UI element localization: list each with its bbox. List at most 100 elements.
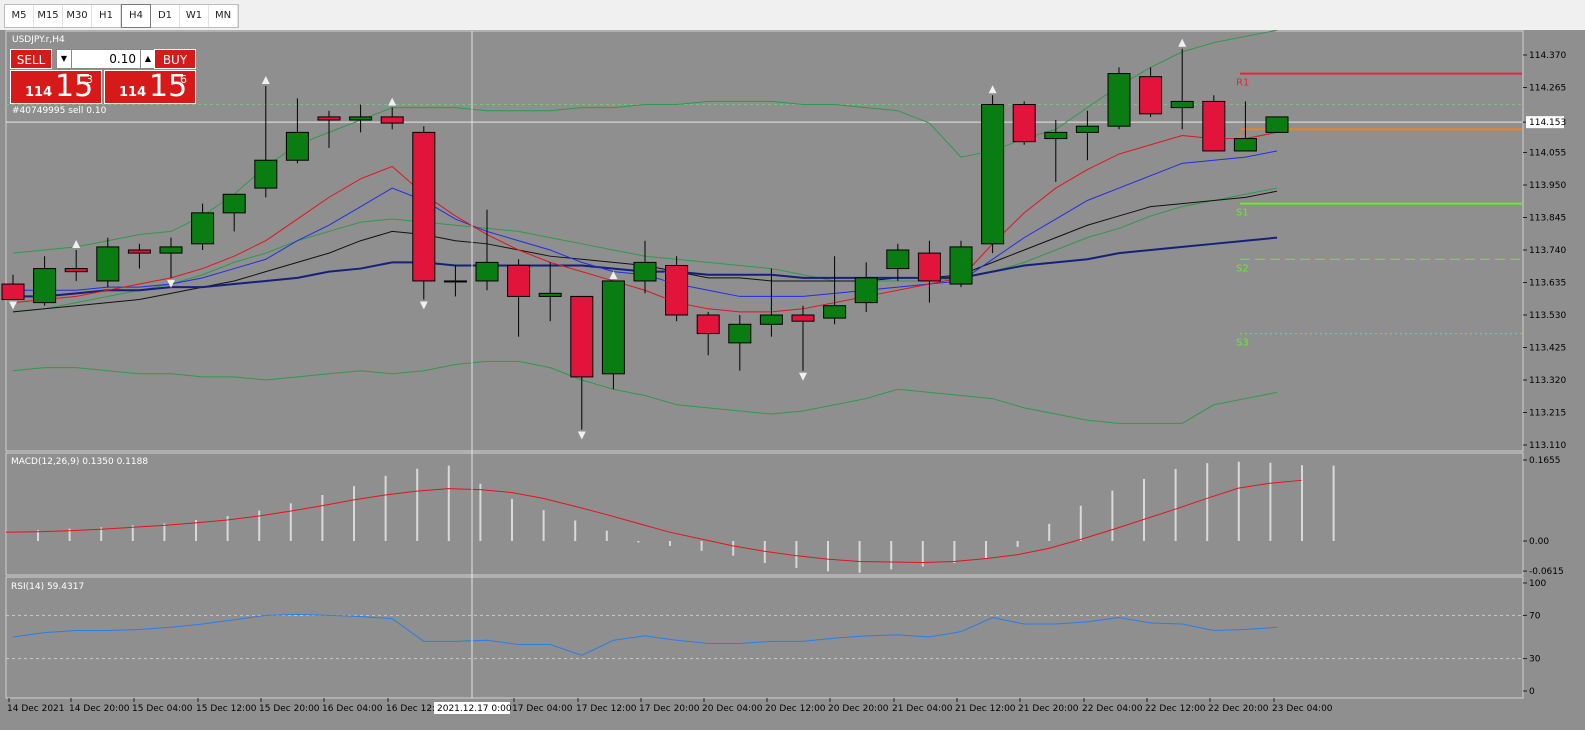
chart-canvas[interactable]: R1PPS1S2S3 USDJPY.r,H4 #40749995 sell 0.… <box>0 30 1585 730</box>
macd-pane-frame <box>5 452 1524 576</box>
price-axis-label: 113.845 <box>1529 214 1566 224</box>
time-axis-label: 20 Dec 12:00 <box>765 704 826 714</box>
sell-button[interactable]: SELL <box>10 49 52 69</box>
fractal-up-arrow <box>261 75 270 84</box>
candle-body <box>1107 73 1131 127</box>
candle-body <box>949 246 973 285</box>
candle-body <box>1202 100 1226 152</box>
price-axis-label: 114.055 <box>1529 149 1566 159</box>
price-axis-label: 113.425 <box>1529 344 1566 354</box>
fractal-down-arrow <box>167 279 175 288</box>
candle-body <box>886 249 910 270</box>
tf-button-d1[interactable]: D1 <box>151 5 180 27</box>
time-axis-label: 15 Dec 04:00 <box>132 704 193 714</box>
candle-body <box>191 212 215 245</box>
candle-body <box>64 268 88 273</box>
candle-body <box>570 295 594 378</box>
fractal-up-arrow <box>609 270 618 279</box>
time-axis-label: 17 Dec 20:00 <box>639 704 700 714</box>
crosshair-time-tag <box>434 702 510 714</box>
time-axis-label: 20 Dec 20:00 <box>828 704 889 714</box>
price-axis-label: 114.265 <box>1529 84 1566 94</box>
candle-body <box>159 246 183 254</box>
candle-body <box>96 246 120 282</box>
time-axis-label: 16 Dec 04:00 <box>322 704 383 714</box>
tf-button-h4[interactable]: H4 <box>121 4 151 28</box>
candle-body <box>981 104 1005 245</box>
tf-button-m30[interactable]: M30 <box>63 5 92 27</box>
rsi-axis-label: 0 <box>1529 687 1535 697</box>
candle-body <box>349 116 373 121</box>
fractal-up-arrow <box>988 85 997 94</box>
price-axis-label: 113.110 <box>1529 441 1566 451</box>
candle-body <box>601 280 625 375</box>
fractal-up-arrow <box>1178 38 1187 47</box>
fractal-up-arrow <box>72 240 81 248</box>
price-axis-label: 113.320 <box>1529 376 1566 386</box>
candle-body <box>1 283 25 301</box>
candle-body <box>127 249 151 254</box>
candle-body <box>917 252 941 282</box>
rsi-line <box>12 613 1278 656</box>
candle-body <box>1233 138 1257 152</box>
price-pane-frame <box>5 30 1524 452</box>
candle-body <box>412 131 436 282</box>
price-axis-label: 114.153 <box>1529 118 1566 128</box>
one-click-trading-panel: SELL ▼ 0.10 ▲ BUY 114 15 3 114 15 6 <box>10 49 196 105</box>
pivot-label-s2: S2 <box>1236 263 1249 274</box>
fractal-down-arrow <box>419 301 428 310</box>
candle-body <box>222 193 246 214</box>
bid-price-box[interactable]: 114 15 3 <box>10 69 102 104</box>
pivot-label-s3: S3 <box>1236 338 1249 349</box>
time-axis-label: 21 Dec 20:00 <box>1018 704 1079 714</box>
candle-body <box>507 264 531 297</box>
candle-body <box>1170 100 1194 109</box>
candle-body <box>475 261 499 282</box>
candle-body <box>791 314 815 322</box>
price-axis-label: 113.215 <box>1529 409 1566 419</box>
ask-price-box[interactable]: 114 15 6 <box>104 69 196 104</box>
rsi-pane-frame <box>5 576 1524 699</box>
tf-button-h1[interactable]: H1 <box>92 5 121 27</box>
time-axis: 14 Dec 2021 14 Dec 20:00 15 Dec 04:00 15 De… <box>7 698 1333 714</box>
macd-signal-line <box>5 479 1302 564</box>
macd-pane <box>5 461 1335 573</box>
bid-last-digit: 3 <box>86 73 93 86</box>
ask-prefix: 114 <box>119 85 147 100</box>
time-axis-label: 21 Dec 12:00 <box>955 704 1016 714</box>
time-axis-label: 17 Dec 12:00 <box>576 704 637 714</box>
candle-body <box>759 314 783 325</box>
candle-body <box>696 314 720 335</box>
fractal-up-arrow <box>388 97 397 106</box>
bid-big-digits: 15 <box>55 69 94 104</box>
tf-button-mn[interactable]: MN <box>209 5 238 27</box>
rsi-pane <box>6 613 1522 660</box>
price-axis-label: 113.530 <box>1529 311 1566 321</box>
tf-button-m15[interactable]: M15 <box>34 5 63 27</box>
candle-body <box>1044 131 1068 140</box>
candle-body <box>823 305 847 319</box>
tf-button-w1[interactable]: W1 <box>180 5 209 27</box>
pivot-label-r1: R1 <box>1236 78 1249 89</box>
candle-body <box>538 292 562 297</box>
candle-body <box>1139 76 1163 115</box>
timeframe-buttons: M5 M15 M30 H1 H4 D1 W1 MN <box>4 4 239 28</box>
lot-increase-button[interactable]: ▲ <box>140 49 156 69</box>
lot-size-input[interactable]: 0.10 <box>72 49 140 69</box>
candle-body <box>633 261 657 282</box>
rsi-axis-label: 30 <box>1529 655 1541 665</box>
candle-body <box>317 116 341 121</box>
buy-button[interactable]: BUY <box>154 49 196 69</box>
time-axis-label: 21 Dec 04:00 <box>892 704 953 714</box>
candle-body <box>665 264 689 316</box>
fractal-down-arrow <box>577 431 586 440</box>
time-axis-label: 15 Dec 20:00 <box>259 704 320 714</box>
candle-body <box>380 116 404 124</box>
tf-button-m5[interactable]: M5 <box>5 5 34 27</box>
time-axis-label: 22 Dec 04:00 <box>1082 704 1143 714</box>
rsi-axis-label: 100 <box>1529 579 1546 589</box>
macd-axis: 0.1655 0.00 -0.0615 <box>1523 456 1564 577</box>
lot-decrease-button[interactable]: ▼ <box>56 49 72 69</box>
time-axis-label: 14 Dec 2021 <box>7 704 65 714</box>
candle-body <box>33 268 57 304</box>
